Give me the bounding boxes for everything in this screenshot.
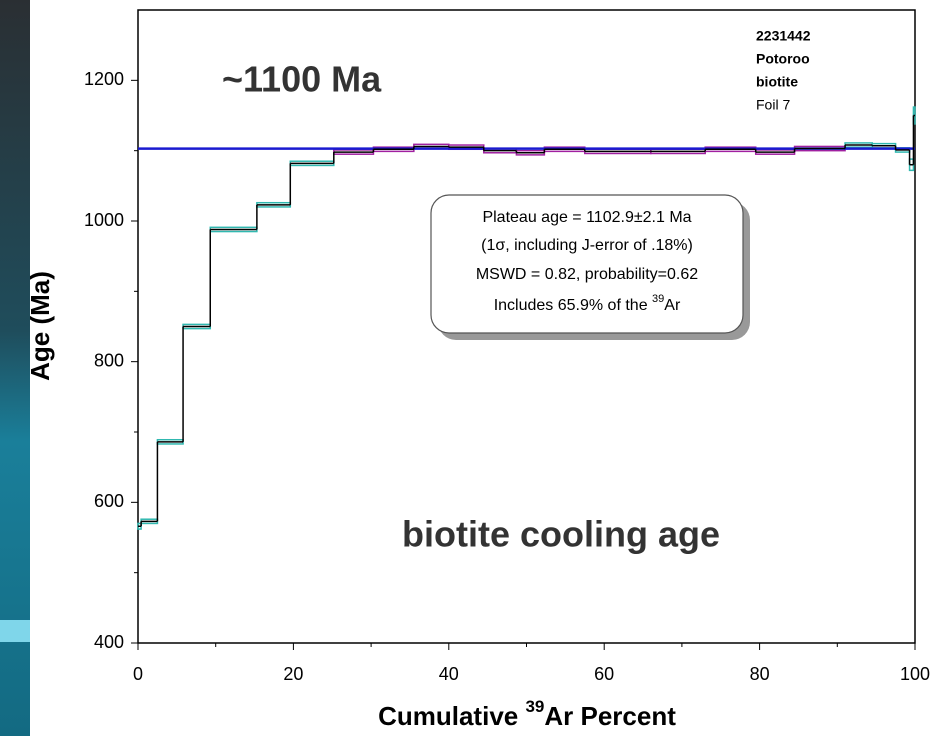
headline: ~1100 Ma xyxy=(222,59,382,100)
plateau-box xyxy=(430,194,744,334)
foil: Foil 7 xyxy=(756,97,790,113)
text: Ar xyxy=(664,297,681,314)
y-tick-label: 1200 xyxy=(84,69,124,89)
annotation: biotite cooling age xyxy=(402,514,720,555)
text: Includes 65.9% of the xyxy=(494,297,652,314)
superscript: 39 xyxy=(525,697,544,716)
plateau-line: Includes 65.9% of the 39Ar xyxy=(494,293,681,314)
x-tick-label: 60 xyxy=(594,664,614,684)
plateau-text: Plateau age = 1102.9±2.1 Ma (1σ, includi… xyxy=(476,209,698,314)
x-tick-label: 100 xyxy=(900,664,930,684)
mineral: biotite xyxy=(756,74,798,90)
y-tick-label: 600 xyxy=(94,491,124,511)
x-tick-label: 40 xyxy=(439,664,459,684)
x-tick-label: 0 xyxy=(133,664,143,684)
x-axis-title: Cumulative 39Ar Percent xyxy=(378,697,676,730)
background-strip xyxy=(0,0,30,736)
x-tick-label: 20 xyxy=(283,664,303,684)
plateau-line: MSWD = 0.82, probability=0.62 xyxy=(476,266,698,283)
sample-name: Potoroo xyxy=(756,51,810,67)
plateau-line: Plateau age = 1102.9±2.1 Ma xyxy=(482,209,691,226)
y-axis-title: Age (Ma) xyxy=(25,271,55,381)
background-patch xyxy=(0,620,30,642)
text: Cumulative xyxy=(378,701,525,731)
y-tick-label: 800 xyxy=(94,350,124,370)
sample-info: 2231442 Potoroo biotite Foil 7 xyxy=(756,28,811,113)
y-tick-label: 400 xyxy=(94,632,124,652)
sample-id: 2231442 xyxy=(756,28,811,44)
x-tick-label: 80 xyxy=(750,664,770,684)
y-tick-label: 1000 xyxy=(84,210,124,230)
superscript: 39 xyxy=(652,293,664,305)
text: Ar Percent xyxy=(544,701,676,731)
plateau-line: (1σ, including J-error of .18%) xyxy=(481,237,693,254)
